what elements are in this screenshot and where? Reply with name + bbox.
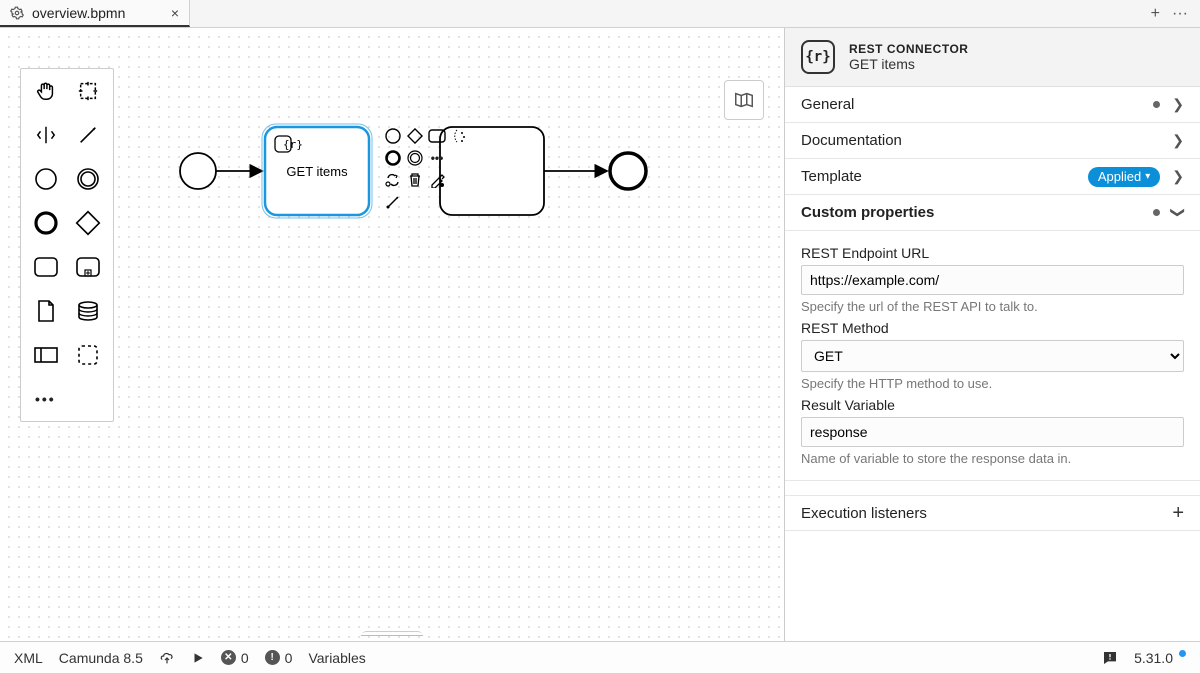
status-bar: XML Camunda 8.5 ✕0 !0 Variables 5.31.0: [0, 641, 1200, 673]
modified-dot: [1153, 101, 1160, 108]
pool-tool[interactable]: [25, 339, 67, 371]
update-dot: [1179, 650, 1186, 657]
task-label: GET items: [286, 164, 348, 179]
context-pad: •••: [384, 127, 468, 211]
append-end-event[interactable]: [384, 149, 402, 167]
custom-properties-body: REST Endpoint URL Specify the url of the…: [785, 231, 1200, 481]
section-template[interactable]: Template Applied▾ ❯: [785, 159, 1200, 195]
app-version[interactable]: 5.31.0: [1134, 650, 1186, 666]
connector-icon: {r}: [801, 40, 835, 74]
section-documentation[interactable]: Documentation ❯: [785, 123, 1200, 159]
start-event[interactable]: [180, 153, 216, 189]
append-gateway[interactable]: [406, 127, 424, 145]
group-tool[interactable]: [67, 339, 109, 371]
field-label: Result Variable: [801, 397, 1184, 413]
section-custom-properties[interactable]: Custom properties ❯: [785, 195, 1200, 231]
service-task-get-items[interactable]: {r} GET items: [262, 124, 372, 218]
field-label: REST Endpoint URL: [801, 245, 1184, 261]
variables-button[interactable]: Variables: [308, 650, 365, 666]
tab-filename: overview.bpmn: [32, 5, 125, 21]
end-event[interactable]: [610, 153, 646, 189]
tab-menu-button[interactable]: ···: [1172, 5, 1188, 23]
run-button[interactable]: [191, 651, 205, 665]
field-hint: Specify the url of the REST API to talk …: [801, 299, 1184, 314]
result-variable-input[interactable]: [801, 417, 1184, 447]
rest-endpoint-url-input[interactable]: [801, 265, 1184, 295]
engine-version[interactable]: Camunda 8.5: [59, 650, 143, 666]
section-execution-listeners[interactable]: Execution listeners +: [785, 495, 1200, 531]
field-hint: Name of variable to store the response d…: [801, 451, 1184, 466]
chevron-right-icon: ❯: [1172, 132, 1184, 149]
element-type: REST CONNECTOR: [849, 42, 968, 56]
chevron-right-icon: ❯: [1172, 96, 1184, 113]
deploy-button[interactable]: [159, 650, 175, 666]
field-hint: Specify the HTTP method to use.: [801, 376, 1184, 391]
more-actions[interactable]: •••: [428, 149, 446, 167]
errors-count[interactable]: ✕0: [221, 650, 249, 666]
delete[interactable]: [406, 171, 424, 189]
xml-toggle[interactable]: XML: [14, 650, 43, 666]
element-name: GET items: [849, 56, 968, 72]
chevron-right-icon: ❯: [1172, 168, 1184, 185]
append-start-event[interactable]: [384, 127, 402, 145]
chevron-down-icon: ▾: [1145, 171, 1150, 182]
connector-icon: {r}: [283, 138, 303, 151]
props-header: {r} REST CONNECTOR GET items: [785, 28, 1200, 87]
template-badge[interactable]: Applied▾: [1088, 167, 1160, 187]
color[interactable]: [428, 171, 446, 189]
chevron-down-icon: ❯: [1170, 207, 1187, 219]
tab-bar: overview.bpmn × + ···: [0, 0, 1200, 28]
rest-method-select[interactable]: GET: [801, 340, 1184, 372]
feedback-button[interactable]: [1102, 650, 1118, 666]
more-tools[interactable]: •••: [25, 383, 109, 415]
add-listener-button[interactable]: +: [1172, 502, 1184, 525]
append-annotation[interactable]: [450, 127, 468, 145]
new-tab-button[interactable]: +: [1151, 5, 1160, 23]
warnings-count[interactable]: !0: [265, 650, 293, 666]
file-tab[interactable]: overview.bpmn ×: [0, 0, 190, 27]
resize-handle[interactable]: [362, 631, 422, 637]
section-general[interactable]: General ❯: [785, 87, 1200, 123]
canvas[interactable]: ••• {r}: [0, 28, 784, 641]
properties-panel: {r} REST CONNECTOR GET items General ❯ D…: [784, 28, 1200, 641]
close-tab-icon[interactable]: ×: [171, 5, 179, 21]
gear-icon: [10, 6, 24, 20]
modified-dot: [1153, 209, 1160, 216]
append-task[interactable]: [428, 127, 446, 145]
field-label: REST Method: [801, 320, 1184, 336]
append-intermediate[interactable]: [406, 149, 424, 167]
change-type[interactable]: [384, 171, 402, 189]
connect[interactable]: [384, 193, 402, 211]
